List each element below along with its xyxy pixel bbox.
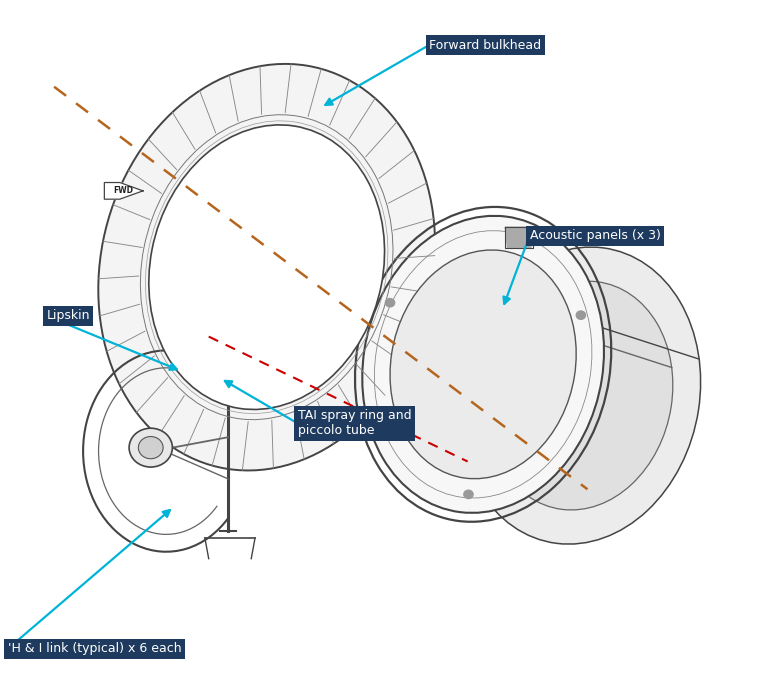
Text: 'H & I link (typical) x 6 each: 'H & I link (typical) x 6 each <box>8 643 182 655</box>
Circle shape <box>386 298 395 307</box>
Circle shape <box>464 490 473 498</box>
Circle shape <box>138 437 163 459</box>
Polygon shape <box>506 227 533 248</box>
Text: Forward bulkhead: Forward bulkhead <box>429 39 541 51</box>
Circle shape <box>576 311 585 319</box>
Polygon shape <box>104 183 143 199</box>
Ellipse shape <box>487 281 673 510</box>
Text: TAI spray ring and
piccolo tube: TAI spray ring and piccolo tube <box>298 409 411 437</box>
Text: Acoustic panels (x 3): Acoustic panels (x 3) <box>530 230 660 242</box>
Ellipse shape <box>98 64 435 471</box>
Ellipse shape <box>390 250 576 479</box>
Ellipse shape <box>149 125 384 409</box>
Ellipse shape <box>459 247 700 544</box>
Ellipse shape <box>363 216 604 513</box>
Text: FWD: FWD <box>114 187 134 195</box>
Text: Lipskin: Lipskin <box>46 310 90 322</box>
Circle shape <box>129 428 172 467</box>
